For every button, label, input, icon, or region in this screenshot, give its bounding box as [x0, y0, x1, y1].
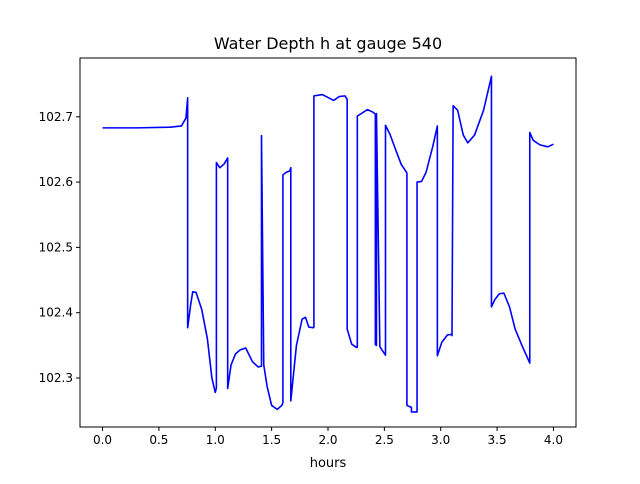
x-tick-label: 0.0 — [93, 433, 112, 447]
axes: 0.0 0.5 1.0 1.5 2.0 2.5 3.0 3.5 4.0 102.3 102.4 102… — [39, 57, 577, 447]
x-tick-label: 0.5 — [149, 433, 168, 447]
chart-title: Water Depth h at gauge 540 — [214, 34, 442, 53]
x-axis-label: hours — [310, 456, 347, 471]
y-tick-label: 102.6 — [39, 175, 73, 189]
y-tick-label: 102.4 — [39, 306, 73, 320]
x-tick-label: 2.5 — [375, 433, 394, 447]
x-tick-label: 1.5 — [262, 433, 281, 447]
x-tick-label: 3.0 — [431, 433, 450, 447]
x-tick-label: 2.0 — [318, 433, 337, 447]
series-line-1 — [102, 75, 554, 413]
y-tick-label: 102.5 — [39, 240, 73, 254]
y-tick-label: 102.3 — [39, 371, 73, 385]
x-tick-label: 1.0 — [206, 433, 225, 447]
x-tick-label: 3.5 — [488, 433, 507, 447]
x-tick-label: 4.0 — [544, 433, 563, 447]
y-tick-label: 102.7 — [39, 110, 73, 124]
plot-area — [102, 75, 554, 413]
